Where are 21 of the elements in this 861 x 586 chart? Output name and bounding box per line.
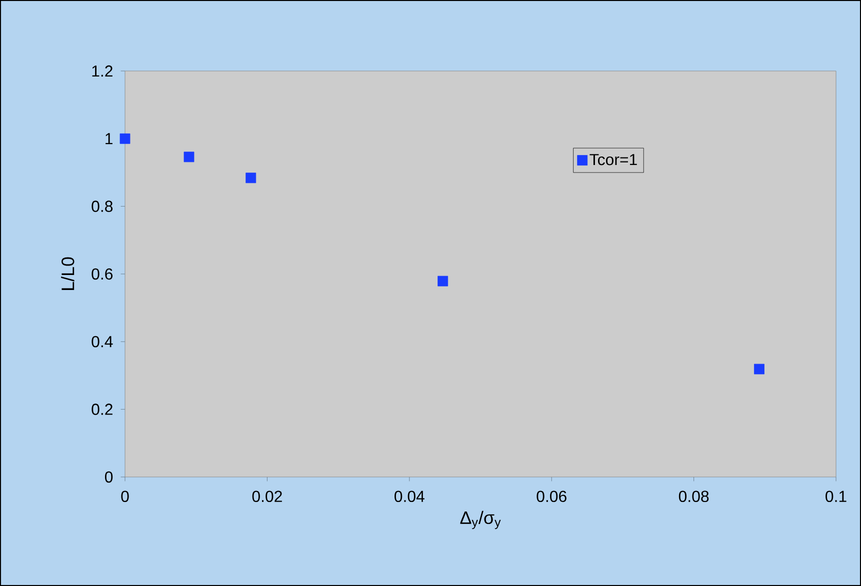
point [184, 152, 194, 162]
y-tick-label: 0 [104, 471, 113, 483]
point [120, 133, 130, 144]
x-tick-label: 0.1 [826, 490, 846, 502]
x-axis-title: Δ$_{y}$/σ$_{y}$ [460, 510, 501, 530]
legend-label: Tcor=1 [590, 154, 637, 166]
y-tick-label: 0.2 [92, 404, 112, 415]
x-tick-label: 0 [121, 490, 129, 502]
x-tick-label: 0.04 [394, 490, 424, 502]
point [246, 172, 256, 184]
y-tick-label: 0.6 [92, 268, 113, 280]
point [754, 364, 764, 374]
x-tick-label: 0.02 [252, 490, 282, 502]
y-tick-label: 0.8 [92, 200, 113, 212]
y-axis-title: L/L0 [61, 257, 74, 290]
y-tick-label: 1 [106, 133, 112, 144]
point [438, 276, 448, 286]
y-tick-label: 1.2 [92, 65, 112, 77]
x-tick-label: 0.06 [536, 490, 566, 502]
x-tick-label: 0.08 [678, 490, 709, 502]
y-tick-label: 0.4 [92, 336, 113, 348]
